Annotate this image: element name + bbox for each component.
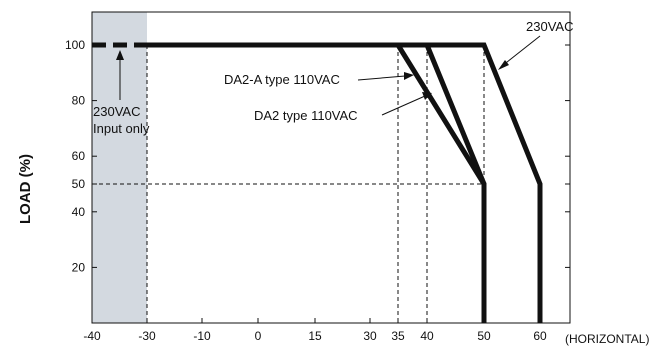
y-tick-label: 100 xyxy=(65,38,85,52)
x-tick-label: -40 xyxy=(83,329,101,343)
annotation-230vac: 230VAC xyxy=(526,19,573,34)
annotation-da2-leader xyxy=(381,95,426,116)
x-tick-label: 30 xyxy=(363,329,377,343)
plot-frame xyxy=(91,11,571,324)
annotation-da2a-arrowhead xyxy=(404,72,414,80)
annotation-da2: DA2 type 110VAC xyxy=(254,108,358,123)
axis-ticks: -40 -30 -10 0 15 30 35 40 50 60 100 80 60 50 40 20 xyxy=(65,38,570,343)
annotation-da2a: DA2-A type 110VAC xyxy=(224,72,340,87)
x-tick-label: -10 xyxy=(193,329,211,343)
x-tick-label: 40 xyxy=(420,329,434,343)
x-tick-label: 15 xyxy=(308,329,322,343)
x-tick-label: 0 xyxy=(255,329,262,343)
shade-label-arrowhead xyxy=(116,50,124,60)
y-tick-label: 80 xyxy=(72,94,86,108)
annotation-da2-arrowhead xyxy=(422,92,432,100)
shade-label-line2: Input only xyxy=(93,121,150,136)
annotation-230vac-arrowhead xyxy=(498,60,509,70)
x-tick-label: 35 xyxy=(391,329,405,343)
x-tick-label: 60 xyxy=(533,329,547,343)
series-line-da2-a-type-110vac xyxy=(424,44,487,185)
shade-label-line1: 230VAC xyxy=(93,104,140,119)
x-tick-label: -30 xyxy=(138,329,156,343)
y-tick-label: 60 xyxy=(72,149,86,163)
y-tick-label: 20 xyxy=(72,260,86,274)
x-tick-label: 50 xyxy=(477,329,491,343)
x-axis-label: (HORIZONTAL) xyxy=(565,332,649,346)
annotation-230vac-leader xyxy=(501,35,541,67)
y-tick-label: 40 xyxy=(72,205,86,219)
annotation-da2a-leader xyxy=(357,75,406,81)
y-tick-label: 50 xyxy=(72,177,86,191)
y-axis-label: LOAD (%) xyxy=(17,154,34,224)
series-line-da2-type-110vac xyxy=(147,42,487,323)
series-lines xyxy=(92,42,543,323)
